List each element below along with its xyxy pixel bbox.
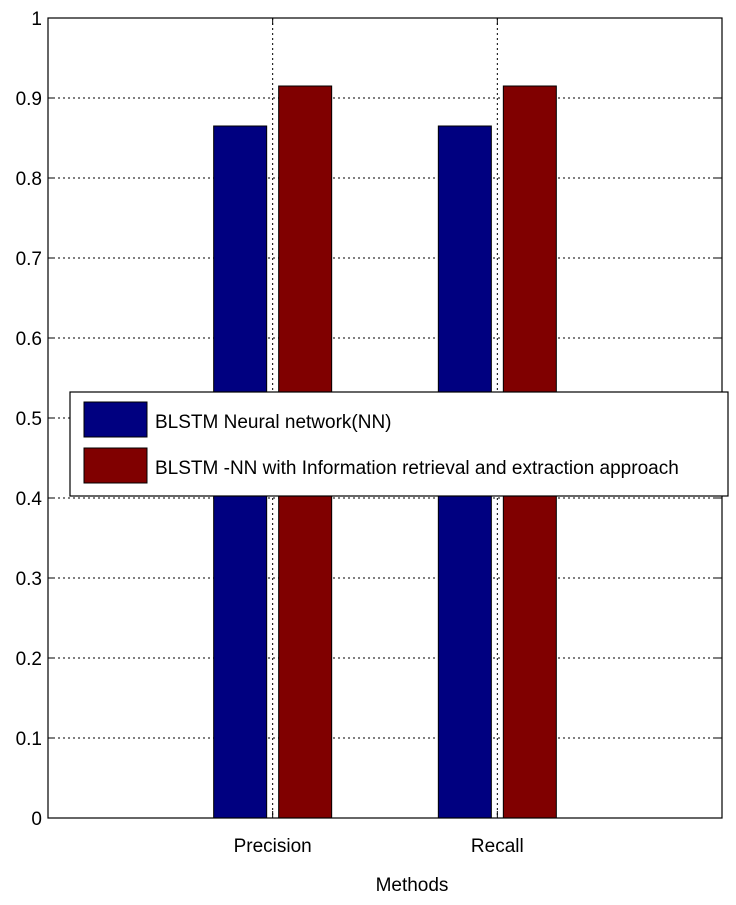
y-tick-label: 0.3 [16, 569, 42, 590]
y-tick-label: 0.9 [16, 89, 42, 110]
legend-label-series-2: BLSTM -NN with Information retrieval and… [155, 458, 679, 479]
x-tick-label: Recall [471, 836, 524, 857]
x-axis-label: Methods [376, 875, 449, 896]
y-tick-label: 0.4 [16, 489, 43, 510]
y-tick-label: 0.8 [16, 169, 42, 190]
y-tick-label: 0.7 [16, 249, 42, 270]
y-tick-label: 0.1 [16, 729, 42, 750]
legend-swatch-series-1 [83, 401, 148, 438]
legend: BLSTM Neural network(NN) BLSTM -NN with I… [69, 391, 729, 497]
y-tick-label: 0 [31, 809, 42, 830]
y-tick-label: 0.5 [16, 409, 42, 430]
legend-swatch-series-2 [83, 447, 148, 484]
y-tick-label: 1 [31, 9, 42, 30]
y-tick-label: 0.6 [16, 329, 42, 350]
y-tick-label: 0.2 [16, 649, 42, 670]
legend-label-series-1: BLSTM Neural network(NN) [155, 412, 392, 433]
tick-labels: 0 0.1 0.2 0.3 0.4 0.5 0.6 0.7 0.8 0.9 1 Precision Re… [16, 9, 524, 857]
legend-box [69, 391, 729, 497]
x-tick-label: Precision [234, 836, 312, 857]
